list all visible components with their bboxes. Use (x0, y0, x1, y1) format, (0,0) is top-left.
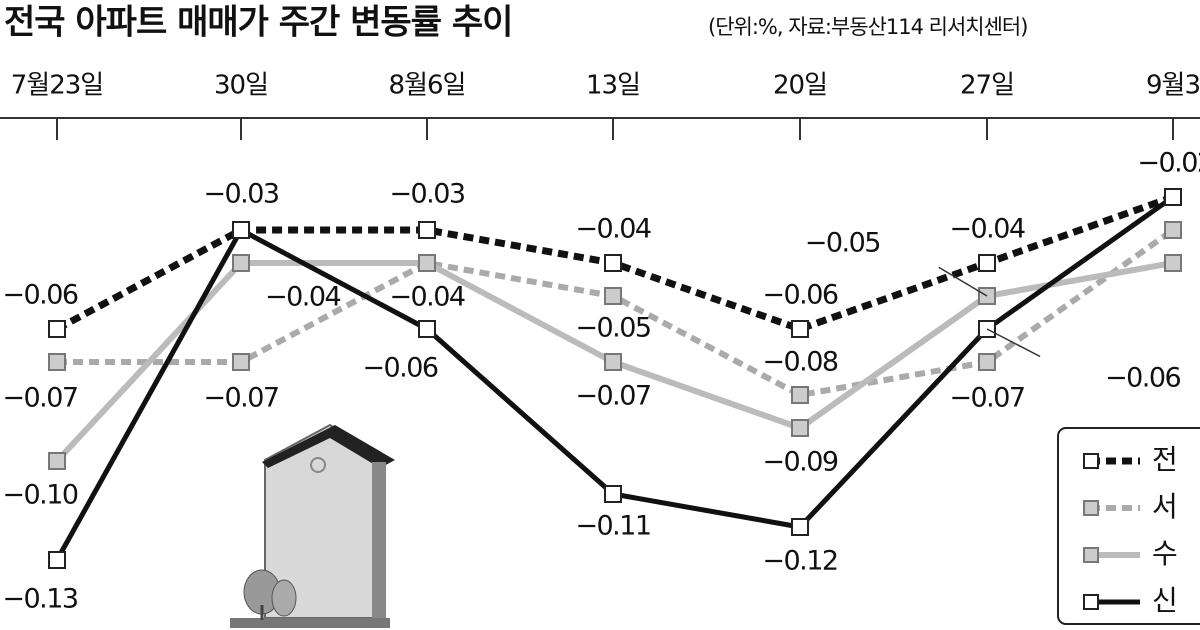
data-label: −0.07 (203, 383, 278, 414)
data-label: −0.13 (2, 584, 78, 615)
data-label: −0.06 (762, 280, 838, 311)
point-marker (604, 287, 622, 305)
point-marker (1164, 254, 1182, 272)
x-tick-label: 13일 (586, 71, 640, 101)
point-marker (418, 254, 436, 272)
point-marker (48, 353, 66, 371)
x-tick-label: 20일 (773, 71, 827, 101)
legend-label: 수 (1152, 537, 1178, 570)
data-label: −0.06 (2, 280, 78, 311)
point-marker (48, 551, 66, 569)
x-tick-label: 8월6일 (389, 71, 466, 101)
data-label: −0.10 (2, 480, 78, 511)
data-label: −0.06 (362, 353, 438, 384)
data-label: −0.04 (265, 282, 341, 313)
point-marker (604, 353, 622, 371)
point-marker (232, 254, 250, 272)
point-marker (232, 221, 250, 239)
building (230, 423, 395, 628)
chart-title: 전국 아파트 매매가 주간 변동률 추이 (4, 3, 512, 43)
data-label: −0.03 (389, 179, 465, 210)
chart-subtitle: (단위:%, 자료:부동산114 리서치센터) (708, 15, 1027, 39)
legend-marker (1083, 547, 1099, 563)
data-label: −0.04 (949, 214, 1025, 245)
data-label: −0.07 (949, 383, 1024, 414)
point-marker (791, 386, 809, 404)
data-label: −0.08 (762, 347, 838, 378)
point-marker (978, 353, 996, 371)
markers (48, 188, 1182, 569)
point-marker (1164, 188, 1182, 206)
x-tick-label: 7월23일 (11, 71, 103, 101)
data-label: −0.04 (575, 214, 651, 245)
x-tick-label: 9월3 (1146, 71, 1200, 101)
x-tick-label: 30일 (214, 71, 268, 101)
legend-label: 전 (1152, 443, 1178, 476)
data-label: −0.03 (203, 179, 279, 210)
point-marker (418, 221, 436, 239)
legend-marker (1083, 453, 1099, 469)
data-label: −0.05 (805, 228, 880, 259)
point-marker (1164, 221, 1182, 239)
point-marker (604, 254, 622, 272)
data-label: −0.12 (762, 546, 837, 577)
point-marker (791, 518, 809, 536)
leader-line (938, 266, 988, 297)
data-label: − (1198, 214, 1200, 245)
data-label: −0.04 (389, 282, 465, 313)
data-label: −0.02 (1137, 148, 1200, 179)
point-marker (604, 485, 622, 503)
point-marker (232, 353, 250, 371)
x-tick-label: 27일 (960, 71, 1014, 101)
labels: −0.06 −0.03 −0.03 −0.04 −0.06 −0.04 −0.02 −0.07… (2, 148, 1200, 615)
series-line (54, 194, 1175, 562)
data-label: −0.05 (575, 313, 650, 344)
legend-label: 서 (1152, 490, 1178, 523)
data-label: −0.09 (762, 447, 838, 478)
point-marker (48, 320, 66, 338)
lines (54, 193, 1175, 562)
point-marker (791, 320, 809, 338)
data-label: −0.06 (1105, 363, 1181, 394)
leader-line (986, 328, 1041, 358)
data-label: −0.11 (575, 511, 650, 542)
legend-box (1057, 427, 1200, 625)
point-marker (791, 419, 809, 437)
legend-label: 신 (1152, 584, 1178, 617)
data-label: −0.04 (1198, 282, 1200, 313)
legend-marker (1083, 500, 1099, 516)
point-marker (418, 320, 436, 338)
data-label: −0.07 (575, 381, 650, 412)
legend-marker (1083, 594, 1099, 610)
data-label: −0.07 (2, 383, 77, 414)
point-marker (48, 452, 66, 470)
point-marker (978, 254, 996, 272)
